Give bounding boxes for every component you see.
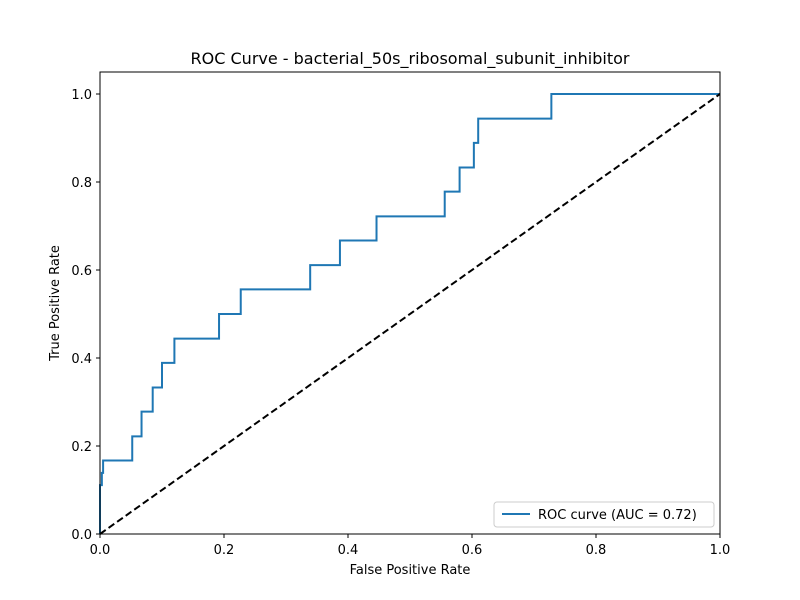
x-tick-label: 0.0 <box>90 543 111 558</box>
y-tick-label: 0.2 <box>71 440 92 455</box>
legend-box <box>493 501 715 528</box>
y-tick-label: 0.0 <box>71 528 92 543</box>
y-tick-label: 1.0 <box>71 88 92 103</box>
x-axis: 0.0 0.2 0.4 0.6 0.8 1.0 <box>90 534 731 558</box>
x-tick-label: 1.0 <box>710 543 731 558</box>
y-axis: 0.0 0.2 0.4 0.6 0.8 1.0 <box>71 88 100 543</box>
axes-frame <box>99 71 721 535</box>
x-tick-label: 0.8 <box>586 543 607 558</box>
plot-area <box>99 93 721 535</box>
y-tick-label: 0.6 <box>71 264 92 279</box>
y-axis-label: True Positive Rate <box>48 245 63 362</box>
legend: ROC curve (AUC = 0.72) <box>493 501 715 528</box>
chart-title: ROC Curve - bacterial_50s_ribosomal_subu… <box>191 49 630 69</box>
x-tick-label: 0.6 <box>462 543 483 558</box>
x-tick-label: 0.2 <box>214 543 235 558</box>
chance-diagonal-line <box>99 93 721 535</box>
x-tick-label: 0.4 <box>338 543 359 558</box>
y-tick-label: 0.8 <box>71 176 92 191</box>
roc-curve-line <box>99 93 720 534</box>
y-tick-label: 0.4 <box>71 352 92 367</box>
x-axis-label: False Positive Rate <box>350 563 471 578</box>
legend-entry-label: ROC curve (AUC = 0.72) <box>538 508 697 523</box>
